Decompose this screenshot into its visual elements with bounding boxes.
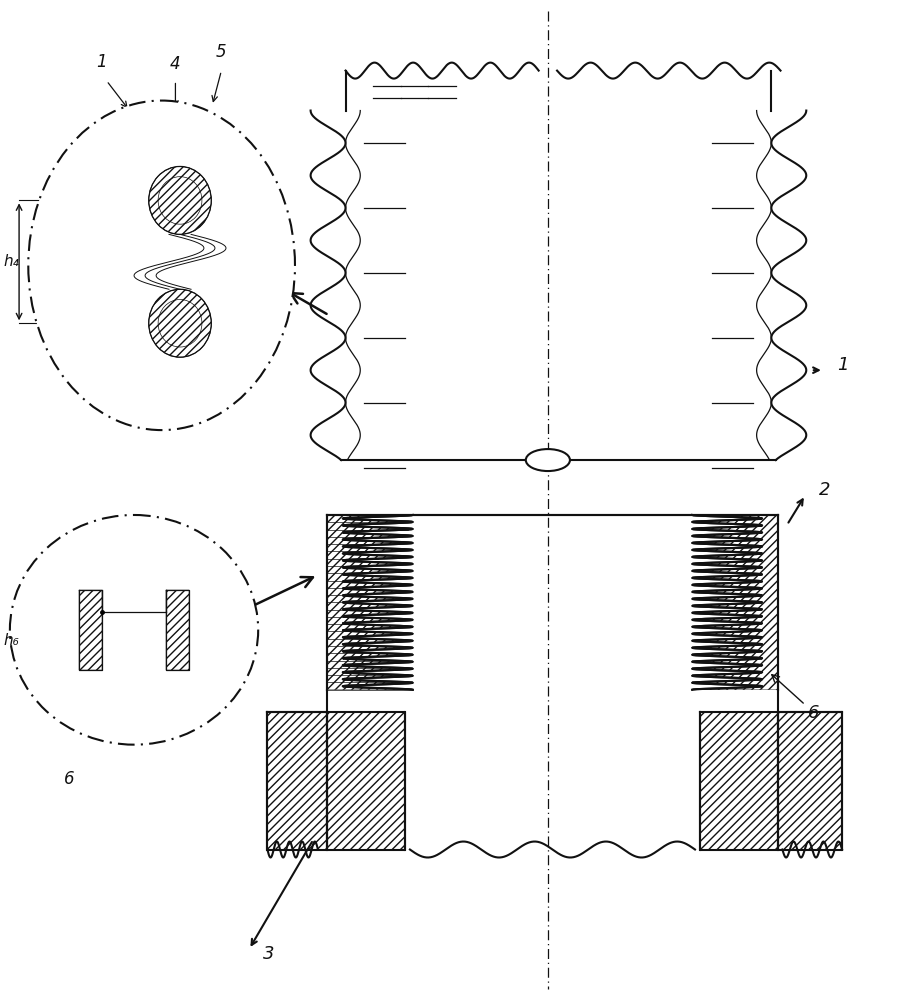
Polygon shape (777, 712, 842, 850)
Text: 4: 4 (170, 55, 181, 73)
Text: 2: 2 (819, 481, 831, 499)
Text: 6: 6 (64, 770, 75, 788)
Polygon shape (267, 712, 327, 850)
Text: h₄: h₄ (4, 254, 19, 269)
Polygon shape (166, 590, 189, 670)
Polygon shape (700, 712, 777, 850)
Text: 6: 6 (772, 675, 820, 722)
Text: 3: 3 (262, 945, 274, 963)
Polygon shape (327, 515, 413, 690)
Ellipse shape (29, 101, 295, 430)
Circle shape (149, 289, 211, 357)
Polygon shape (79, 590, 102, 670)
Ellipse shape (526, 449, 570, 471)
Ellipse shape (10, 515, 258, 745)
Text: 5: 5 (216, 43, 227, 61)
Text: 1: 1 (97, 53, 107, 71)
Text: h₆: h₆ (4, 633, 19, 648)
Polygon shape (693, 515, 777, 690)
Polygon shape (327, 712, 405, 850)
Text: 1: 1 (837, 356, 849, 374)
Circle shape (149, 166, 211, 234)
